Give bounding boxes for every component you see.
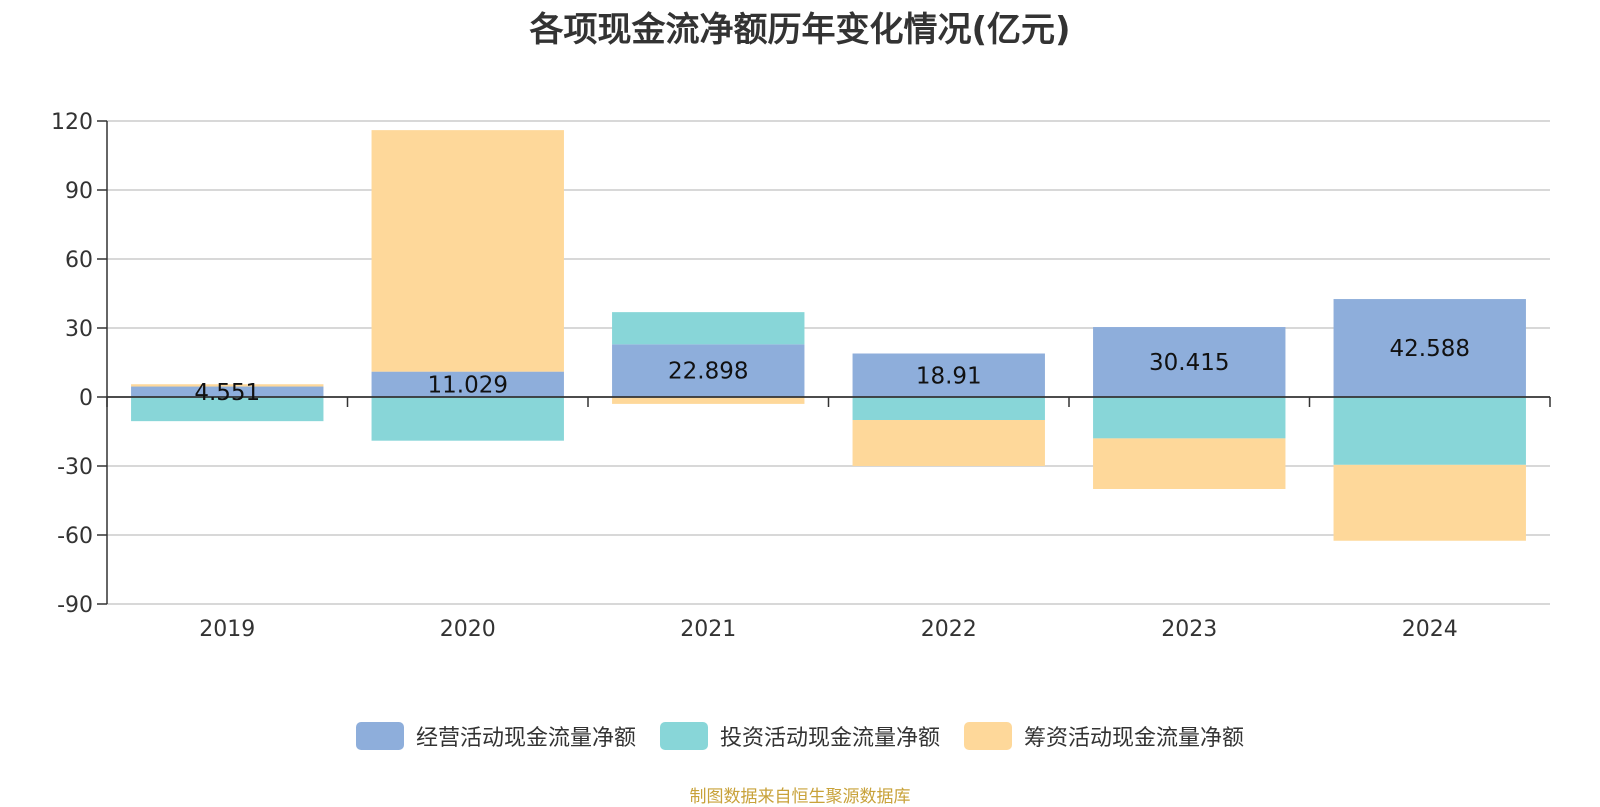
legend-item-operating[interactable]: 经营活动现金流量净额 — [355, 720, 636, 752]
data-label-operating-2020: 11.029 — [428, 372, 508, 398]
bar-financing-2022[interactable] — [852, 420, 1045, 466]
bar-investing-2024[interactable] — [1333, 397, 1526, 465]
grid-lines — [107, 120, 1550, 605]
bar-investing-2022[interactable] — [852, 397, 1045, 420]
y-tick-label: -60 — [57, 524, 93, 549]
x-tick-label: 2019 — [199, 617, 255, 642]
data-label-operating-2019: 4.551 — [194, 380, 260, 406]
chart-title: 各项现金流净额历年变化情况(亿元) — [529, 10, 1071, 50]
y-tick-label: -30 — [57, 455, 93, 480]
bar-operating-2024[interactable] — [1333, 299, 1526, 397]
bar-investing-2019[interactable] — [131, 397, 324, 422]
legend-item-investing[interactable]: 投资活动现金流量净额 — [659, 720, 940, 752]
data-label-operating-2022: 18.91 — [916, 363, 982, 389]
legend-swatch-investing — [659, 722, 708, 750]
legend-label-operating: 经营活动现金流量净额 — [415, 726, 636, 751]
legend-label-financing: 筹资活动现金流量净额 — [1024, 726, 1245, 751]
legend-label-investing: 投资活动现金流量净额 — [719, 726, 940, 751]
data-labels: 4.551 11.029 22.898 18.91 30.415 42.588 — [194, 336, 1470, 406]
y-tick-label: 60 — [65, 248, 93, 273]
data-label-operating-2023: 30.415 — [1149, 350, 1229, 376]
axes: 120 90 60 30 0 -30 -60 -90 2019 2020 2021 2022 2023 2… — [51, 110, 1551, 642]
bar-investing-2021[interactable] — [612, 312, 805, 345]
y-tick-label: -90 — [57, 593, 93, 618]
x-tick-label: 2023 — [1161, 617, 1217, 642]
data-label-operating-2024: 42.588 — [1390, 336, 1470, 362]
source-note: 制图数据来自恒生聚源数据库 — [689, 787, 911, 807]
bar-operating-2023[interactable] — [1093, 327, 1286, 397]
legend: 经营活动现金流量净额 投资活动现金流量净额 筹资活动现金流量净额 — [0, 718, 1600, 754]
legend-item-financing[interactable]: 筹资活动现金流量净额 — [964, 720, 1244, 752]
bar-investing-2020[interactable] — [371, 397, 564, 441]
y-tick-label: 120 — [51, 110, 93, 135]
y-tick-label: 90 — [65, 179, 93, 204]
data-label-operating-2021: 22.898 — [668, 359, 748, 385]
legend-swatch-financing — [964, 722, 1012, 750]
bar-financing-2024[interactable] — [1333, 464, 1526, 541]
bars — [131, 130, 1526, 541]
bar-operating-2020[interactable] — [371, 371, 564, 397]
bar-financing-2023[interactable] — [1093, 438, 1286, 489]
bar-financing-2020[interactable] — [371, 130, 564, 372]
bar-financing-2021[interactable] — [612, 397, 805, 404]
bar-investing-2023[interactable] — [1093, 397, 1286, 439]
bar-financing-2019[interactable] — [131, 384, 324, 387]
legend-swatch-operating — [355, 722, 404, 750]
y-tick-label: 0 — [79, 386, 93, 411]
bar-operating-2022[interactable] — [852, 353, 1045, 397]
x-tick-label: 2021 — [680, 617, 736, 642]
x-tick-label: 2024 — [1402, 617, 1458, 642]
bar-operating-2019[interactable] — [131, 386, 324, 397]
x-tick-label: 2022 — [921, 617, 977, 642]
x-tick-label: 2020 — [440, 617, 496, 642]
y-tick-label: 30 — [65, 317, 93, 342]
bar-operating-2021[interactable] — [612, 344, 805, 397]
